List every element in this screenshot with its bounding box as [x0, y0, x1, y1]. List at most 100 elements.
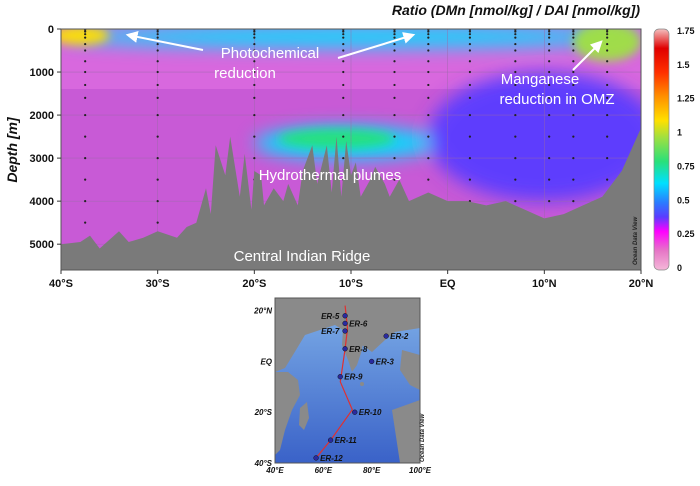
sample-point — [393, 178, 396, 181]
y-axis-label: Depth [m] — [4, 116, 20, 183]
sample-point — [253, 135, 256, 138]
sample-point — [427, 30, 430, 33]
sample-point — [572, 60, 575, 63]
sample-point — [606, 178, 609, 181]
sample-point — [548, 42, 551, 46]
sample-point — [253, 113, 256, 117]
map-lon-tick: 40°E — [265, 466, 284, 475]
chart-title: Ratio (DMn [nmol/kg] / DAl [nmol/kg]) — [392, 2, 640, 18]
sample-point — [342, 49, 345, 52]
sample-point — [427, 178, 430, 181]
x-tick-label: 30°S — [146, 278, 170, 290]
sample-point — [156, 221, 159, 224]
sample-point — [572, 135, 575, 138]
sample-point — [572, 83, 575, 87]
sample-point — [514, 49, 517, 52]
sample-point — [572, 33, 575, 36]
station-er-10-dot — [352, 409, 358, 415]
sample-point — [548, 83, 551, 87]
y-tick-label: 2000 — [30, 110, 54, 122]
sample-point — [572, 36, 575, 39]
sample-point — [514, 30, 517, 33]
sample-point — [468, 60, 471, 63]
station-er-5-label: ER-5 — [321, 312, 340, 321]
colorbar: 1.75 1.5 1.25 1 0.75 0.5 0.25 0 — [653, 26, 695, 273]
sample-point — [514, 135, 517, 138]
station-er-12-label: ER-12 — [320, 454, 343, 463]
x-tick-label: 20°S — [242, 278, 266, 290]
sample-point — [253, 70, 256, 74]
sample-point — [342, 33, 345, 36]
station-er-9-label: ER-9 — [344, 373, 363, 382]
sample-point — [84, 33, 87, 36]
map-lat-tick: EQ — [260, 357, 272, 366]
colorbar-tick-label: 1 — [677, 128, 682, 138]
station-er-2-dot — [383, 333, 389, 339]
sample-point — [156, 135, 159, 138]
sample-point — [393, 96, 396, 99]
sample-point — [427, 36, 430, 39]
sample-point — [84, 42, 87, 46]
sample-point — [606, 113, 609, 117]
sample-point — [253, 83, 256, 87]
sample-point — [156, 60, 159, 63]
sample-point — [572, 200, 575, 203]
annotation-ridge: Central Indian Ridge — [234, 248, 371, 265]
sample-point — [393, 135, 396, 138]
x-tick-label: 20°N — [629, 278, 654, 290]
sample-point — [393, 113, 396, 117]
y-axis-ticks: 0 1000 2000 3000 4000 5000 — [30, 24, 61, 251]
y-tick-label: 0 — [48, 24, 54, 36]
station-er-3-dot — [369, 358, 375, 365]
sample-point — [606, 49, 609, 52]
station-er-5-dot — [342, 313, 348, 319]
sample-point — [548, 33, 551, 36]
sample-point — [156, 36, 159, 39]
y-tick-label: 5000 — [30, 239, 54, 251]
sample-point — [156, 30, 159, 33]
sample-point — [468, 36, 471, 39]
sample-point — [253, 157, 256, 160]
y-tick-label: 1000 — [30, 67, 54, 79]
annotation-omz: reduction in OMZ — [499, 91, 614, 108]
sample-point — [468, 113, 471, 117]
sample-point — [468, 96, 471, 99]
sample-point — [393, 33, 396, 36]
map-landmass-sumatra — [400, 350, 420, 390]
station-er-8-dot — [342, 346, 348, 352]
sample-point — [514, 83, 517, 87]
x-axis-ticks: 40°S 30°S 20°S 10°S EQ 10°N 20°N — [49, 270, 653, 290]
map-lat-tick: 40°S — [254, 459, 273, 468]
sample-point — [514, 33, 517, 36]
annotation-manganese: Manganese — [501, 71, 579, 88]
sample-point — [606, 83, 609, 87]
sample-point — [548, 96, 551, 99]
sample-point — [606, 30, 609, 33]
sample-point — [548, 70, 551, 74]
colorbar-tick-label: 0.25 — [677, 229, 695, 239]
sample-point — [606, 33, 609, 36]
feature-omz-manganese — [573, 29, 641, 62]
sample-point — [393, 36, 396, 39]
sample-point — [548, 49, 551, 52]
sample-point — [606, 42, 609, 46]
sample-point — [514, 36, 517, 39]
map-landmass-india — [342, 330, 365, 372]
sample-point — [253, 49, 256, 52]
sample-point — [156, 96, 159, 99]
sample-point — [468, 49, 471, 52]
sample-point — [514, 60, 517, 63]
sample-point — [156, 49, 159, 52]
sample-point — [84, 135, 87, 138]
map-frame — [274, 297, 421, 464]
colorbar-tick-label: 0.75 — [677, 161, 695, 171]
sample-point — [548, 36, 551, 39]
sample-point — [156, 157, 159, 160]
sample-point — [548, 135, 551, 138]
odv-watermark: Ocean Data View — [633, 217, 639, 265]
sample-point — [572, 113, 575, 117]
colorbar-tick-label: 0 — [677, 263, 682, 273]
sample-point — [572, 30, 575, 33]
sample-point — [606, 60, 609, 63]
colorbar-tick-label: 1.75 — [677, 26, 695, 36]
